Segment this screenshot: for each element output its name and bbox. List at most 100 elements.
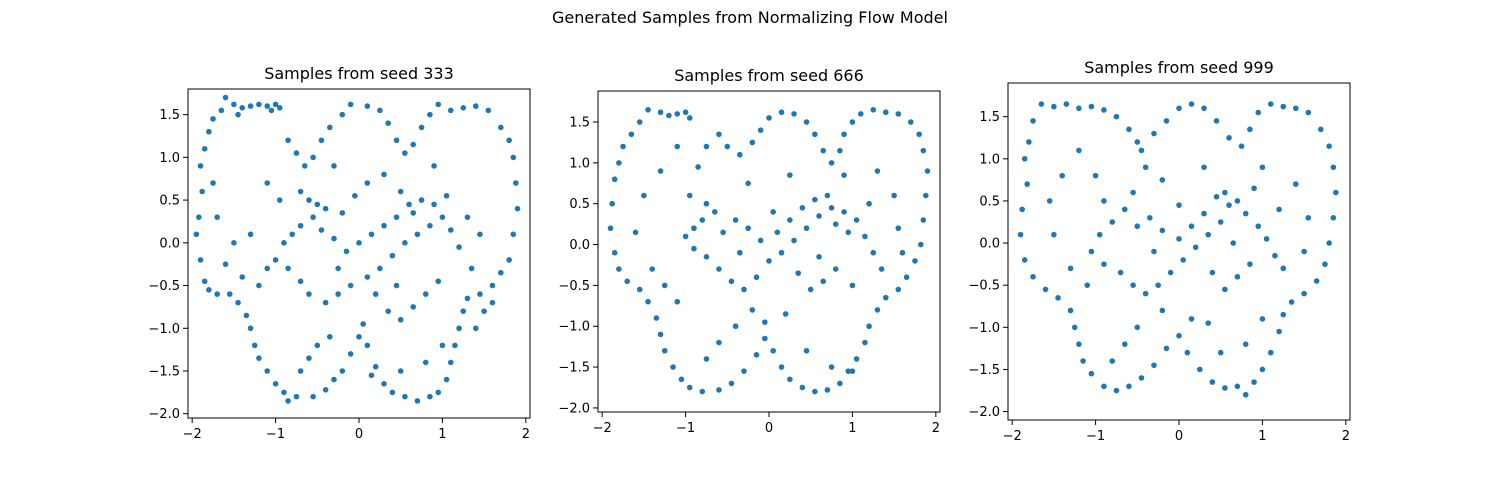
scatter-point xyxy=(1147,215,1153,221)
scatter-point xyxy=(456,325,462,332)
scatter-point xyxy=(402,393,408,400)
scatter-point xyxy=(410,210,417,216)
scatter-point xyxy=(481,308,487,314)
scatter-point xyxy=(347,351,354,357)
scatter-point xyxy=(812,196,818,203)
y-tick-label: 0.5 xyxy=(569,197,590,212)
x-tick-label: 2 xyxy=(522,427,530,442)
scatter-point xyxy=(757,127,764,134)
scatter-point xyxy=(1272,252,1278,259)
scatter-point xyxy=(724,143,731,150)
scatter-point xyxy=(1138,375,1145,381)
scatter-point xyxy=(256,282,262,289)
scatter-point xyxy=(920,147,927,154)
scatter-point xyxy=(1242,210,1249,217)
scatter-point xyxy=(1205,320,1211,326)
scatter-point xyxy=(1113,113,1120,120)
scatter-point xyxy=(1217,219,1224,225)
scatter-point xyxy=(201,146,208,152)
scatter-point xyxy=(703,356,710,362)
scatter-point xyxy=(657,331,664,338)
scatter-point xyxy=(472,103,479,109)
scatter-point xyxy=(264,180,271,186)
scatter-point xyxy=(661,347,668,354)
y-tick-label: 1.0 xyxy=(569,156,590,171)
scatter-point xyxy=(657,109,664,116)
scatter-point xyxy=(239,105,246,111)
scatter-point xyxy=(878,266,885,272)
scatter-point xyxy=(1021,156,1028,162)
scatter-point xyxy=(268,107,275,114)
scatter-point xyxy=(1226,134,1232,141)
scatter-point xyxy=(1259,366,1266,373)
scatter-point xyxy=(422,359,429,366)
y-tick-label: −1.0 xyxy=(558,320,590,335)
scatter-point xyxy=(477,291,483,297)
scatter-point xyxy=(657,168,664,174)
scatter-point xyxy=(397,188,404,195)
scatter-point xyxy=(1259,316,1266,322)
scatter-point xyxy=(289,231,296,238)
scatter-point xyxy=(397,316,404,323)
scatter-point xyxy=(1280,265,1287,272)
scatter-point xyxy=(1263,236,1270,242)
scatter-point xyxy=(916,131,922,138)
scatter-point xyxy=(1026,139,1032,145)
scatter-point xyxy=(510,231,517,238)
axes-frame xyxy=(597,90,941,413)
x-tick-label: 1 xyxy=(848,421,856,436)
scatter-point xyxy=(435,278,442,285)
scatter-point xyxy=(791,237,797,244)
scatter-point xyxy=(1313,278,1320,284)
scatter-point xyxy=(322,387,329,393)
scatter-point xyxy=(347,101,354,108)
scatter-point xyxy=(389,389,396,396)
scatter-point xyxy=(841,172,847,178)
x-tick-label: −1 xyxy=(266,427,285,442)
y-tick-label: 1.5 xyxy=(979,110,1000,125)
y-tick-label: 0.5 xyxy=(159,194,180,209)
scatter-point xyxy=(393,137,400,144)
y-tick-label: 1.5 xyxy=(569,116,590,131)
scatter-point xyxy=(1067,265,1074,272)
scatter-point xyxy=(716,339,722,346)
scatter-point xyxy=(243,312,250,319)
scatter-point xyxy=(1209,269,1216,276)
scatter-point xyxy=(514,205,521,212)
scatter-point xyxy=(1071,324,1078,331)
scatter-point xyxy=(381,171,387,178)
scatter-point xyxy=(611,249,618,256)
scatter-point xyxy=(1017,231,1024,238)
scatter-point xyxy=(866,200,872,207)
scatter-point xyxy=(506,257,512,263)
y-tick-label: −0.5 xyxy=(148,279,180,294)
scatter-point xyxy=(368,231,375,238)
scatter-point xyxy=(256,355,262,361)
y-tick-label: −0.5 xyxy=(968,279,1000,294)
scatter-point xyxy=(1301,248,1307,255)
scatter-point xyxy=(251,342,258,349)
scatter-point xyxy=(439,342,446,349)
scatter-point xyxy=(1217,349,1224,356)
scatter-point xyxy=(766,115,772,121)
scatter-point xyxy=(870,249,877,256)
scatter-point xyxy=(1205,231,1211,238)
scatter-point xyxy=(1130,189,1136,196)
scatter-point xyxy=(1276,328,1282,335)
scatter-point xyxy=(1234,198,1241,204)
scatter-point xyxy=(218,107,225,114)
scatter-point xyxy=(1267,101,1274,107)
y-tick-label: −1.5 xyxy=(968,363,1000,378)
scatter-point xyxy=(1080,358,1086,364)
scatter-point xyxy=(1130,282,1136,289)
scatter-point xyxy=(732,217,739,223)
scatter-point xyxy=(782,311,789,317)
scatter-point xyxy=(1042,286,1049,293)
scatter-point xyxy=(381,222,387,229)
scatter-point xyxy=(703,143,710,150)
scatter-point xyxy=(310,214,316,220)
scatter-point xyxy=(1101,383,1107,390)
scatter-point xyxy=(402,150,408,156)
scatter-point xyxy=(870,106,877,113)
scatter-point xyxy=(235,299,241,306)
